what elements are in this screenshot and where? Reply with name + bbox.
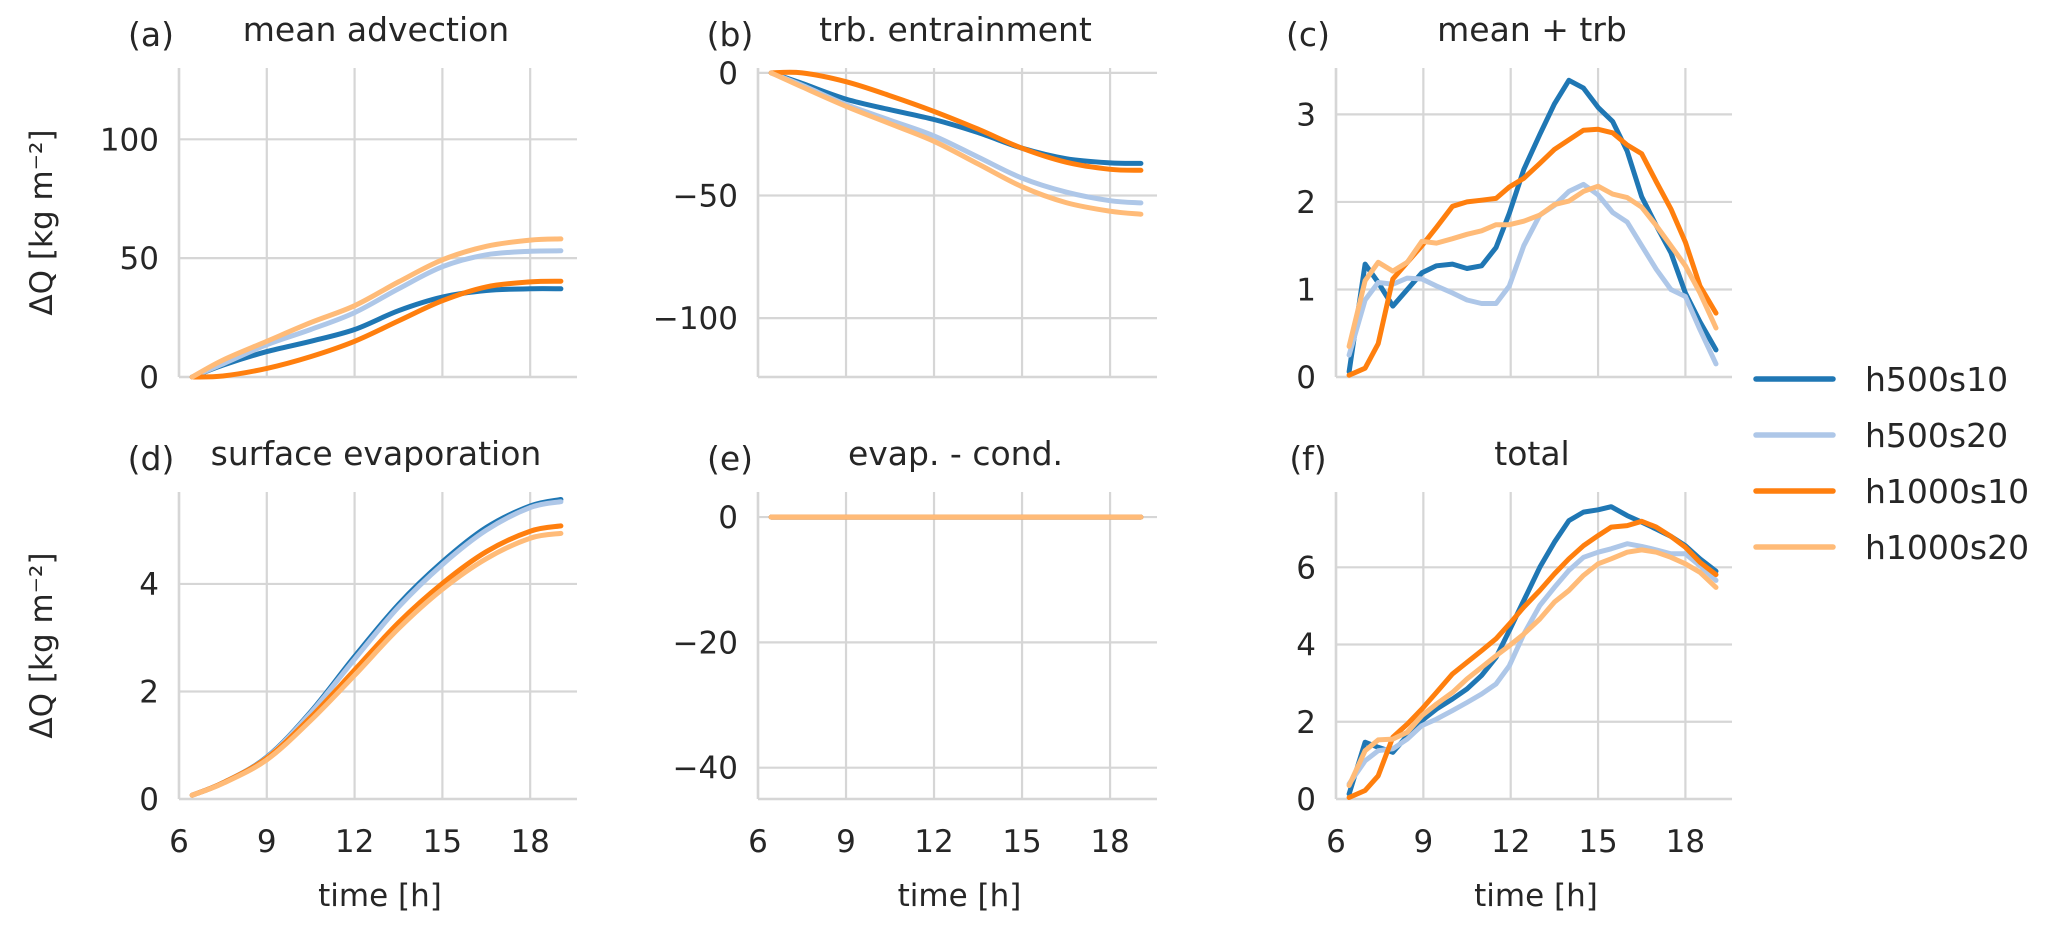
panel-c: 0 1 2 3 mean + trb (c) bbox=[1286, 10, 1732, 396]
series-line-h1000s20 bbox=[189, 236, 564, 380]
x-tick-label: 12 bbox=[335, 824, 374, 860]
x-tick-label: 9 bbox=[257, 824, 277, 860]
panel-d: 0 2 4 6 9 12 15 18 time [h] ΔQ [kg m⁻²] surface ev… bbox=[24, 434, 577, 914]
y-tick-label: 6 bbox=[1296, 550, 1316, 586]
legend-item-h1000s20: h1000s20 bbox=[1753, 528, 2029, 567]
legend-label: h500s10 bbox=[1865, 360, 2008, 399]
panel-title: surface evaporation bbox=[211, 434, 542, 473]
x-tick-label: 9 bbox=[836, 824, 856, 860]
series-line-h500s10 bbox=[189, 286, 564, 380]
x-axis-label: time [h] bbox=[318, 878, 442, 914]
x-tick-label: 9 bbox=[1413, 824, 1433, 860]
series-line-h1000s20 bbox=[1346, 547, 1719, 788]
x-axis-label: time [h] bbox=[898, 878, 1022, 914]
series-line-h1000s20 bbox=[1346, 183, 1719, 349]
y-tick-label: 3 bbox=[1296, 97, 1316, 133]
panel-e: 0 −20 −40 6 9 12 15 18 time [h] evap. - cond. (e) bbox=[673, 434, 1157, 914]
panel-f: 0 2 4 6 6 9 12 15 18 time [h] total (f) bbox=[1289, 434, 1732, 914]
y-tick-label: 4 bbox=[1296, 628, 1316, 664]
y-tick-label: −20 bbox=[673, 625, 738, 661]
y-tick-label: 2 bbox=[1296, 185, 1316, 221]
x-tick-label: 6 bbox=[748, 824, 768, 860]
y-tick-label: −50 bbox=[673, 179, 738, 215]
y-tick-label: 0 bbox=[139, 782, 159, 818]
legend-item-h1000s10: h1000s10 bbox=[1753, 472, 2029, 511]
x-tick-label: 6 bbox=[169, 824, 189, 860]
panel-title: total bbox=[1494, 434, 1569, 473]
legend-item-h500s20: h500s20 bbox=[1753, 416, 2008, 455]
y-tick-label: 0 bbox=[718, 500, 738, 536]
y-tick-label: 100 bbox=[100, 122, 159, 158]
x-tick-label: 12 bbox=[1491, 824, 1530, 860]
x-tick-label: 15 bbox=[423, 824, 462, 860]
y-tick-label: 0 bbox=[139, 360, 159, 396]
x-axis-label: time [h] bbox=[1474, 878, 1598, 914]
series-line-h1000s10 bbox=[1346, 518, 1719, 800]
panel-letter: (b) bbox=[707, 15, 754, 54]
panel-title: mean advection bbox=[243, 10, 509, 49]
y-tick-label: 0 bbox=[1296, 360, 1316, 396]
y-tick-label: 2 bbox=[139, 674, 159, 710]
series-line-h1000s20 bbox=[768, 70, 1144, 217]
panel-title: evap. - cond. bbox=[848, 434, 1063, 473]
panel-letter: (c) bbox=[1286, 15, 1330, 54]
y-tick-label: 0 bbox=[718, 56, 738, 92]
panel-title: trb. entrainment bbox=[819, 10, 1092, 49]
x-tick-label: 15 bbox=[1578, 824, 1617, 860]
series-line-h500s20 bbox=[1346, 181, 1719, 367]
series-line-h1000s10 bbox=[189, 278, 564, 380]
y-tick-label: 2 bbox=[1296, 705, 1316, 741]
y-axis-label: ΔQ [kg m⁻²] bbox=[24, 552, 60, 738]
y-tick-label: 4 bbox=[139, 567, 159, 603]
panel-a: 0 50 100 ΔQ [kg m⁻²] mean advection (a) bbox=[24, 10, 577, 396]
x-tick-label: 6 bbox=[1326, 824, 1346, 860]
panel-letter: (a) bbox=[128, 15, 174, 54]
panel-title: mean + trb bbox=[1437, 10, 1627, 49]
series-line-h1000s20 bbox=[189, 530, 564, 798]
legend-item-h500s10: h500s10 bbox=[1753, 360, 2008, 399]
series-line-h500s10 bbox=[768, 70, 1144, 166]
y-tick-label: −100 bbox=[653, 301, 738, 337]
x-tick-label: 18 bbox=[1090, 824, 1129, 860]
legend: h500s10 h500s20 h1000s10 h1000s20 bbox=[1753, 360, 2029, 567]
panel-letter: (e) bbox=[707, 439, 753, 478]
series-line-h1000s10 bbox=[768, 69, 1144, 173]
series-line-h1000s10 bbox=[189, 523, 564, 798]
x-tick-label: 15 bbox=[1002, 824, 1041, 860]
panel-letter: (d) bbox=[128, 439, 175, 478]
legend-label: h1000s10 bbox=[1865, 472, 2029, 511]
y-axis-label: ΔQ [kg m⁻²] bbox=[24, 129, 60, 315]
x-tick-label: 12 bbox=[914, 824, 953, 860]
y-tick-label: 1 bbox=[1296, 272, 1316, 308]
panel-b: 0 −50 −100 trb. entrainment (b) bbox=[653, 10, 1157, 379]
y-tick-label: −40 bbox=[673, 751, 738, 787]
x-tick-label: 18 bbox=[1666, 824, 1705, 860]
series-line-h500s20 bbox=[189, 248, 564, 380]
x-tick-label: 18 bbox=[510, 824, 549, 860]
y-tick-label: 0 bbox=[1296, 782, 1316, 818]
series-line-h1000s10 bbox=[1346, 126, 1719, 378]
panel-letter: (f) bbox=[1289, 439, 1326, 478]
y-tick-label: 50 bbox=[120, 241, 159, 277]
legend-label: h500s20 bbox=[1865, 416, 2008, 455]
legend-label: h1000s20 bbox=[1865, 528, 2029, 567]
